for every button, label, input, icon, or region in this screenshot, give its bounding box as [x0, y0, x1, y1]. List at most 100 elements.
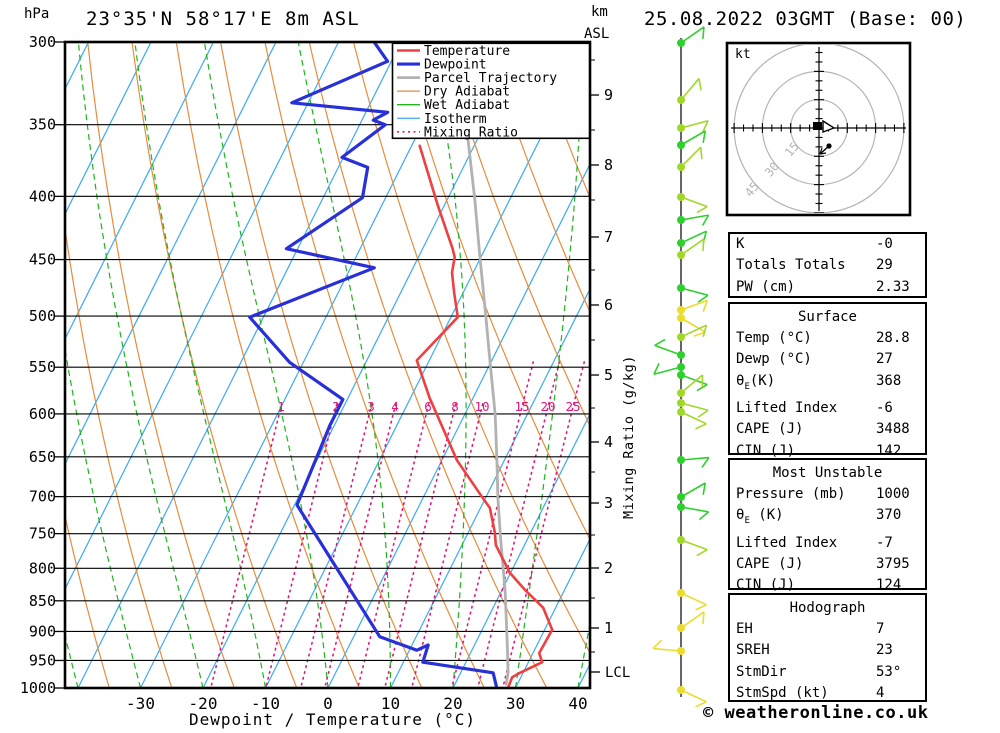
- pressure-tick-label: 1000: [20, 679, 56, 697]
- wind-barb-shaft: [680, 611, 705, 629]
- isotherm-line: [265, 43, 589, 687]
- dry-adiabat-line: [87, 43, 235, 687]
- mixing-ratio-label: 3: [367, 399, 375, 414]
- wind-barb-shaft: [680, 196, 708, 208]
- stat-label: CAPE (J): [736, 421, 804, 438]
- stat-row: Temp (°C) 28.8: [730, 328, 925, 349]
- temperature-tick-label: 20: [443, 694, 462, 713]
- isotherm-line: [452, 414, 589, 687]
- stat-row: StmDir 53°: [730, 662, 925, 683]
- legend-box: [391, 42, 591, 140]
- pressure-tick-label: 800: [29, 559, 56, 577]
- stat-row: Pressure (mb) 1000: [730, 484, 925, 505]
- wind-barb-shaft: [680, 238, 705, 256]
- isotherm-line: [66, 43, 339, 589]
- wind-barb-feather: [695, 604, 707, 611]
- temperature-curve: [415, 144, 554, 687]
- wind-barb-shaft: [654, 344, 682, 356]
- isotherm-line: [0, 42, 26, 688]
- stats-box: K -0 Totals Totals 29 PW (cm) 2.33: [728, 232, 927, 298]
- wind-barb-feather: [696, 548, 708, 557]
- pressure-tick-label: 350: [29, 116, 56, 134]
- legend-label: Wet Adiabat: [424, 98, 510, 113]
- pressure-grid: [66, 124, 589, 662]
- hodograph-unit-label: kt: [735, 47, 751, 62]
- wind-barb-shaft: [680, 374, 703, 394]
- stat-value: 370: [876, 507, 902, 524]
- temperature-tick-label: 30: [506, 694, 525, 713]
- temperature-tick-label: 10: [381, 694, 400, 713]
- wind-barb-shaft: [680, 324, 707, 338]
- pressure-tick-label: 600: [29, 405, 56, 423]
- wind-barb-feather: [702, 130, 707, 143]
- temperature-tick-label: -30: [126, 694, 155, 713]
- temperature-tick-label: 40: [568, 694, 587, 713]
- stat-row: K -0: [730, 234, 925, 255]
- stats-box-hodograph: Hodograph EH 7 SREH 23 StmDir 53° StmSpd (kt) 4: [728, 593, 927, 702]
- mixing-ratio-line: [411, 403, 484, 687]
- mixing-ratio-label: 20: [540, 399, 555, 414]
- pressure-tick-label: 950: [29, 651, 56, 669]
- legend-label: Mixing Ratio: [424, 125, 518, 140]
- wind-barb-feather: [702, 26, 705, 39]
- stat-value: 4: [876, 685, 885, 702]
- wind-barb-feather: [698, 78, 702, 91]
- wind-barb-feather: [701, 214, 710, 226]
- pressure-tick-label: 700: [29, 488, 56, 506]
- stat-value: 368: [876, 372, 902, 389]
- stat-label: Pressure (mb): [736, 486, 846, 502]
- stat-value: 29: [876, 257, 893, 274]
- hodograph-ring-label: 45: [742, 179, 762, 199]
- hodograph-trace-line: [819, 145, 830, 155]
- mixing-ratio-line: [210, 403, 283, 687]
- stat-label: θE(K): [736, 372, 776, 392]
- wind-barb-feather: [697, 409, 709, 418]
- wind-barb-shaft: [680, 374, 708, 386]
- stat-row: EH 7: [730, 619, 925, 640]
- mixing-ratio-label: 2: [332, 399, 340, 414]
- mixing-ratio-line: [265, 403, 338, 687]
- stat-row: CIN (J) 124: [730, 575, 925, 596]
- hodograph-border: [725, 41, 912, 217]
- wind-barb-shaft: [680, 411, 707, 425]
- legend-label: Dewpoint: [424, 58, 487, 73]
- wind-barb-feather: [698, 511, 710, 521]
- stat-label: Totals Totals: [736, 257, 846, 274]
- temperature-tick-label: -10: [251, 694, 280, 713]
- stat-value: -6: [876, 400, 893, 417]
- wet-adiabat-line: [77, 43, 204, 687]
- pressure-axis-unit: hPa: [24, 6, 50, 22]
- km-tick-label: 6: [604, 296, 613, 314]
- altitude-axis-unit: km: [591, 4, 608, 20]
- temperature-axis: -30 -20 -10 0 10 20 30 40: [126, 694, 588, 713]
- temperature-tick-label: 0: [323, 694, 333, 713]
- wind-barb-shaft: [680, 78, 700, 101]
- hodograph-trace-arrow: [819, 147, 827, 155]
- stat-label: Temp (°C): [736, 330, 812, 346]
- stat-value: 7: [876, 621, 885, 637]
- stat-row: StmSpd (kt) 4: [730, 683, 925, 704]
- wind-barb-shaft: [680, 482, 706, 498]
- stat-value: -0: [876, 236, 893, 252]
- stat-row: PW (cm) 2.33: [730, 277, 925, 298]
- temperature-axis-title: Dewpoint / Temperature (°C): [188, 710, 477, 729]
- stat-label: θE (K): [736, 507, 784, 527]
- wind-barb-feather: [702, 238, 705, 251]
- isotherm-line: [77, 43, 402, 687]
- mixing-ratio-line: [357, 403, 430, 687]
- stat-row: Dewp (°C) 27: [730, 349, 925, 370]
- stat-label: StmSpd (kt): [736, 685, 829, 702]
- stats-box-surface: Surface Temp (°C) 28.8 Dewp (°C) 27 θE(K) 368 L…: [728, 302, 927, 459]
- km-tick-label: 8: [604, 156, 613, 174]
- wind-barb-shaft: [680, 506, 709, 513]
- wind-barb-feather: [702, 611, 705, 624]
- lcl-label: LCL: [605, 665, 630, 681]
- stat-label: PW (cm): [736, 278, 796, 295]
- stat-label: K: [736, 236, 745, 252]
- stat-value: 28.8: [876, 330, 910, 346]
- wind-barb-feather: [702, 300, 709, 312]
- isotherm-line: [515, 539, 589, 687]
- stat-label: Dewp (°C): [736, 351, 812, 368]
